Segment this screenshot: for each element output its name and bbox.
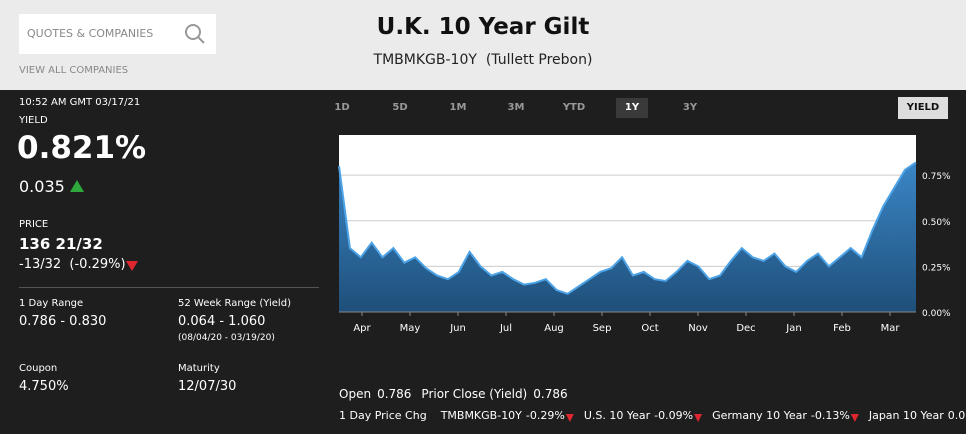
price-change: -13/32 (-0.29%): [19, 257, 126, 272]
footer-prior: 0.786: [533, 387, 568, 401]
x-tick-label: Jan: [785, 323, 801, 334]
footer-prior-label: Prior Close (Yield): [421, 387, 528, 401]
ticker-name: Japan 10 Year: [868, 409, 944, 422]
stat-label: 1 Day Range: [19, 298, 84, 309]
x-tick-label: Apr: [353, 323, 371, 334]
stat-value: 0.786 - 0.830: [19, 314, 107, 329]
range-tab[interactable]: YTD: [562, 102, 586, 113]
search-icon: [185, 24, 205, 44]
x-tick-label: May: [400, 323, 421, 334]
down-arrow: [126, 261, 138, 271]
price-label: PRICE: [19, 219, 49, 230]
x-tick-label: Dec: [736, 323, 755, 334]
x-tick-label: Sep: [593, 323, 612, 334]
y-tick-label: 0.25%: [922, 263, 951, 273]
stat-label: 52 Week Range (Yield): [178, 298, 291, 309]
range-tab[interactable]: 3M: [507, 102, 525, 113]
x-tick-label: Feb: [833, 323, 851, 334]
yield-button[interactable]: YIELD: [898, 97, 948, 119]
change-arrow: [850, 414, 859, 422]
stat-note: (08/04/20 - 03/19/20): [178, 333, 275, 343]
range-tab[interactable]: 1Y: [616, 98, 648, 118]
stat-label: Coupon: [19, 363, 58, 374]
change-arrow: [565, 414, 574, 422]
footer-open-label: Open: [339, 387, 372, 401]
range-tab[interactable]: 5D: [392, 102, 408, 113]
x-tick-label: Jun: [449, 323, 466, 334]
search-box[interactable]: QUOTES & COMPANIES: [19, 14, 216, 54]
up-arrow: [70, 180, 84, 192]
ticker-name: Germany 10 Year: [712, 409, 807, 422]
divider: [19, 287, 319, 288]
line: [338, 161, 917, 295]
title: U.K. 10 Year Gilt: [376, 14, 590, 40]
ticker-name: U.S. 10 Year: [583, 409, 651, 422]
ticker-change: -0.29%: [525, 409, 565, 422]
yield-change: 0.035: [19, 177, 65, 196]
stat-value: 4.750%: [19, 379, 69, 394]
range-tab[interactable]: 1M: [449, 102, 467, 113]
change-arrow: [694, 414, 703, 422]
footer-open: 0.786: [377, 387, 412, 401]
timestamp: 10:52 AM GMT 03/17/21: [19, 97, 141, 108]
x-tick-label: Oct: [641, 323, 658, 334]
stat-label: Maturity: [178, 363, 220, 374]
x-tick-label: Nov: [688, 323, 708, 334]
y-tick-label: 0.00%: [922, 309, 951, 319]
range-tab[interactable]: 3Y: [682, 102, 698, 113]
ticker-change: 0.06%: [947, 409, 966, 422]
price-chg-label: 1 Day Price Chg: [339, 409, 427, 422]
x-tick-label: Aug: [544, 323, 564, 334]
y-tick-label: 0.50%: [922, 218, 951, 228]
header-bar: QUOTES & COMPANIES VIEW ALL COMPANIES U.…: [0, 0, 966, 90]
price: 136 21/32: [19, 235, 103, 253]
area: [339, 162, 916, 312]
stat-value: 0.064 - 1.060: [178, 314, 266, 329]
yield: 0.821%: [17, 130, 147, 166]
y-tick-label: 0.75%: [922, 172, 951, 182]
search-placeholder: QUOTES & COMPANIES: [27, 27, 154, 40]
subtitle: TMBMKGB-10Y (Tullett Prebon): [373, 52, 593, 68]
x-tick-label: Jul: [499, 323, 512, 334]
yield-label: YIELD: [19, 115, 48, 126]
ticker-change: -0.09%: [654, 409, 694, 422]
view-all-link[interactable]: VIEW ALL COMPANIES: [19, 65, 129, 76]
stat-value: 12/07/30: [178, 379, 237, 394]
ticker-change: -0.13%: [810, 409, 850, 422]
ticker-name: TMBMKGB-10Y: [440, 409, 522, 422]
x-tick-label: Mar: [881, 323, 901, 334]
range-tab[interactable]: 1D: [334, 102, 350, 113]
